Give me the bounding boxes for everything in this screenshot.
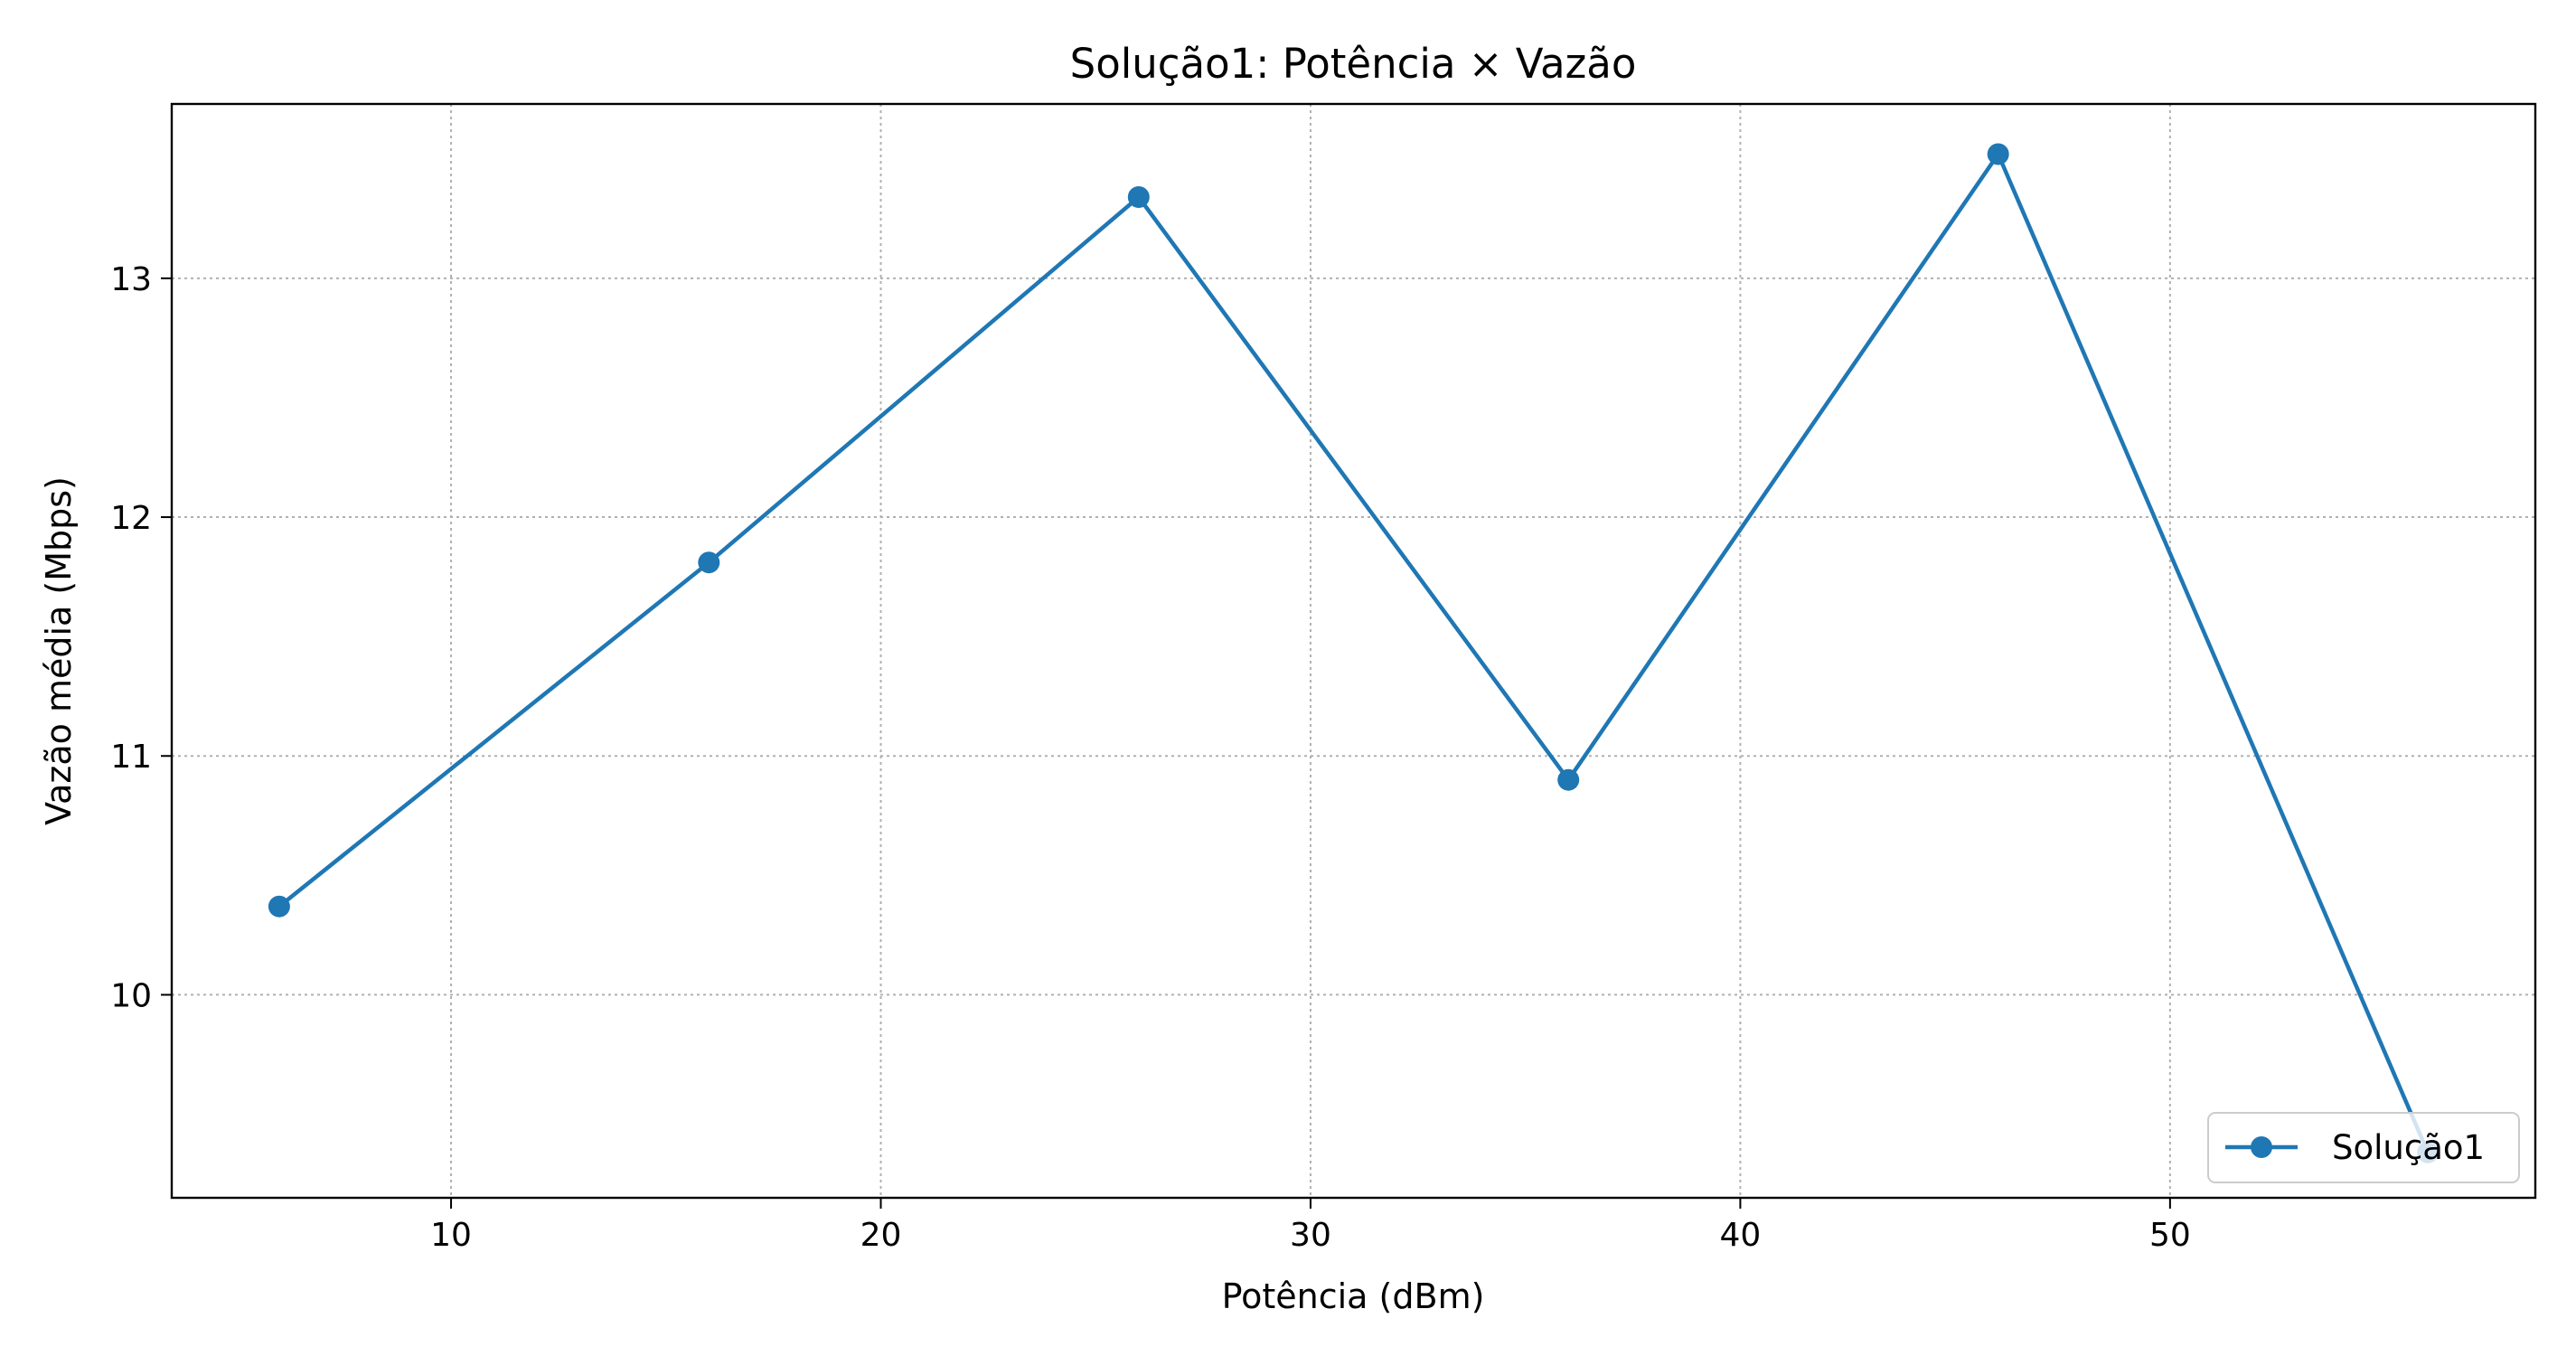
grid-lines	[172, 104, 2535, 1198]
data-point	[268, 895, 290, 918]
y-tick-label: 13	[110, 261, 152, 298]
y-axis-label: Vazão média (Mbps)	[39, 476, 79, 825]
data-point	[1127, 186, 1150, 208]
x-tick-label: 50	[2149, 1217, 2191, 1254]
chart-title: Solução1: Potência × Vazão	[1070, 40, 1637, 88]
legend-dot-marker	[2251, 1136, 2272, 1158]
data-point	[1987, 143, 2009, 165]
y-tick-label: 11	[110, 739, 152, 776]
legend: Solução1	[2207, 1112, 2520, 1183]
data-point	[1557, 768, 1580, 791]
legend-entry-label: Solução1	[2332, 1128, 2485, 1167]
plot-area-frame	[170, 102, 2537, 1200]
y-tick-label: 12	[110, 500, 152, 537]
x-tick-label: 30	[1290, 1217, 1331, 1254]
series-layer	[268, 143, 2440, 1163]
data-point	[698, 551, 720, 574]
axis-ticks: 10 20 30 40 50 10 11 12 13	[110, 261, 2191, 1254]
x-tick-label: 10	[430, 1217, 472, 1254]
legend-box	[2207, 1112, 2520, 1183]
y-tick-label: 10	[110, 977, 152, 1014]
x-tick-label: 40	[1720, 1217, 1762, 1254]
series-line	[277, 152, 2430, 1154]
x-axis-label: Potência (dBm)	[1222, 1276, 1485, 1316]
x-tick-label: 20	[860, 1217, 902, 1254]
